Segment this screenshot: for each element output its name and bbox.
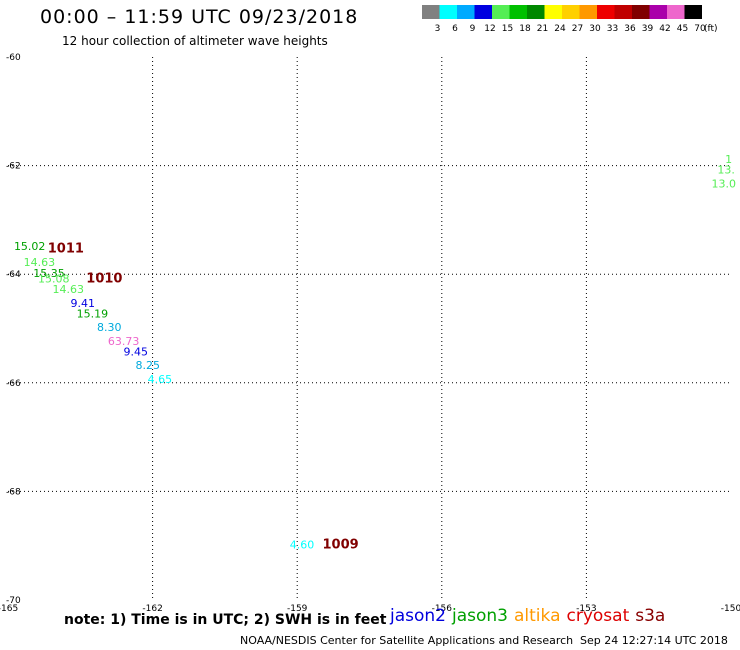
legend-swatch — [422, 5, 440, 19]
wave-height-label: 9.41 — [70, 297, 95, 310]
wave-height-label: 15.02 — [14, 240, 46, 253]
wave-height-label: 8.25 — [136, 359, 161, 372]
legend-swatch — [579, 5, 597, 19]
satellite-name: s3a — [635, 606, 666, 626]
satellite-name: altika — [514, 606, 561, 626]
x-tick-label: -159 — [287, 604, 308, 614]
legend-label: 3 — [435, 24, 441, 34]
legend-label: 9 — [470, 24, 476, 34]
satellite-name: jason3 — [452, 606, 508, 626]
footer-timestamp: Sep 24 12:27:14 UTC 2018 — [580, 634, 728, 647]
y-tick-label: -62 — [6, 162, 21, 172]
x-tick-label: -156 — [432, 604, 453, 614]
chart-subtitle: 12 hour collection of altimeter wave hei… — [62, 34, 328, 48]
wave-height-label: 9.45 — [123, 346, 148, 359]
y-tick-label: -70 — [6, 596, 21, 606]
legend-label: 27 — [572, 24, 583, 34]
legend-swatch — [632, 5, 650, 19]
legend-swatch — [684, 5, 702, 19]
x-tick-label: -153 — [576, 604, 596, 614]
wave-height-label: 14.63 — [53, 283, 85, 296]
y-tick-label: -64 — [6, 270, 21, 280]
x-tick-label: -162 — [142, 604, 162, 614]
wave-height-label: 13.0 — [712, 177, 737, 190]
legend-label: 15 — [502, 24, 513, 34]
legend-swatch — [667, 5, 685, 19]
footer-note: note: 1) Time is in UTC; 2) SWH is in fe… — [64, 612, 387, 628]
satellite-name: jason2 — [390, 606, 446, 626]
x-tick-label: -165 — [0, 604, 18, 614]
legend-label: 45 — [677, 24, 688, 34]
wave-height-label: 63.73 — [108, 335, 140, 348]
wave-height-label: 4.65 — [148, 373, 173, 386]
wave-height-label: 15.08 — [38, 272, 70, 285]
wave-height-label: 1 — [725, 153, 732, 166]
legend-label: 21 — [537, 24, 548, 34]
pressure-label: 1009 — [322, 537, 358, 552]
satellite-legend: jason2 jason3 altika cryosat s3a — [390, 606, 671, 626]
legend-label: 70 — [694, 24, 706, 34]
legend-label: 24 — [554, 24, 566, 34]
wave-height-label: 15.19 — [77, 308, 109, 321]
pressure-label: 1011 — [48, 241, 84, 256]
legend-label: 36 — [624, 24, 636, 34]
legend-label: 18 — [519, 24, 531, 34]
y-tick-label: -68 — [6, 487, 21, 497]
legend-swatch — [527, 5, 545, 19]
legend-swatch — [544, 5, 562, 19]
legend-label: 33 — [607, 24, 618, 34]
legend-swatch — [614, 5, 632, 19]
legend-swatch — [457, 5, 475, 19]
legend-label: 42 — [659, 24, 670, 34]
wave-height-label: 14.63 — [24, 256, 56, 269]
color-legend: 3 6 9 12 15 18 21 24 27 30 33 36 39 42 45 70(ft) — [422, 5, 718, 34]
y-tick-label: -60 — [6, 53, 21, 63]
legend-swatch — [562, 5, 580, 19]
y-tick-label: -66 — [6, 379, 21, 389]
legend-unit: (ft) — [704, 24, 718, 34]
pressure-label: 1010 — [86, 271, 122, 286]
legend-swatch — [492, 5, 510, 19]
legend-label: 39 — [642, 24, 654, 34]
wave-height-label: 13. — [717, 164, 735, 177]
legend-label: 6 — [452, 24, 458, 34]
chart-title: 00:00 – 11:59 UTC 09/23/2018 — [40, 6, 359, 28]
legend-swatch — [649, 5, 667, 19]
legend-label: 30 — [589, 24, 601, 34]
wave-height-label: 8.30 — [97, 321, 122, 334]
legend-swatch — [509, 5, 527, 19]
legend-swatch — [439, 5, 457, 19]
wave-height-label: 4.60 — [290, 538, 315, 551]
footer-credit: NOAA/NESDIS Center for Satellite Applica… — [240, 634, 574, 647]
satellite-name: cryosat — [566, 606, 630, 626]
legend-label: 12 — [484, 24, 495, 34]
legend-swatch — [597, 5, 615, 19]
legend-swatch — [474, 5, 492, 19]
x-tick-label: -150 — [721, 604, 740, 614]
wave-height-label: 15.35 — [33, 267, 65, 280]
